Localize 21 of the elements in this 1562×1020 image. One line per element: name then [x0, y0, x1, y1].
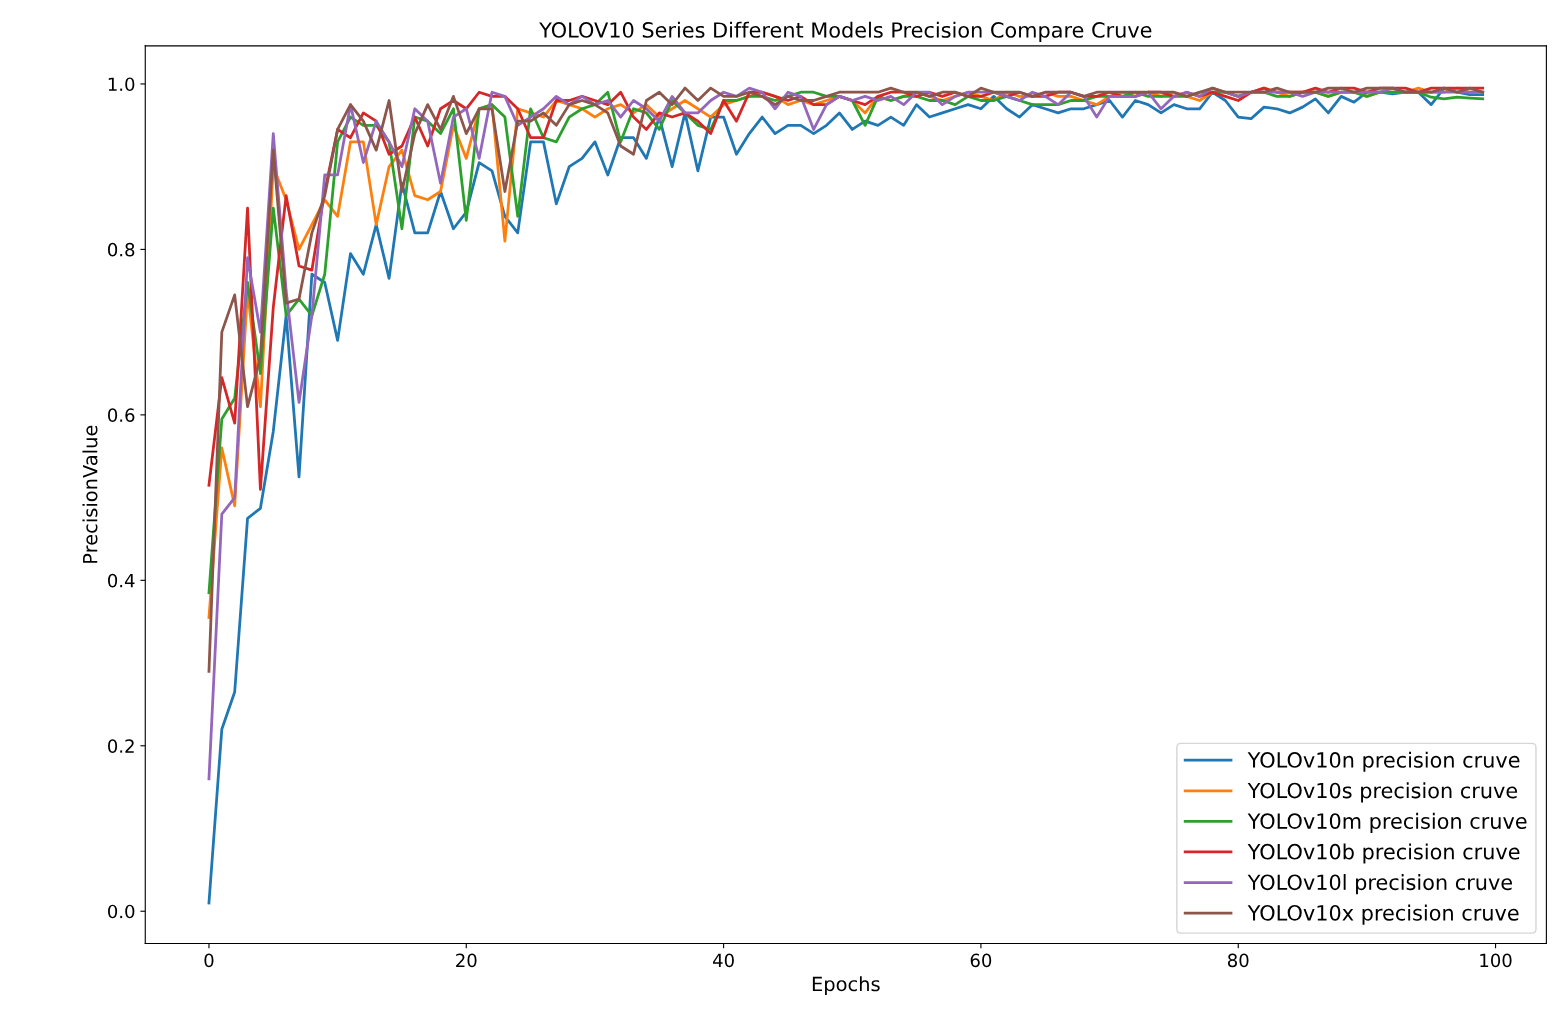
legend-label: YOLOv10x precision cruve: [1247, 904, 1519, 925]
x-tick-label: 40: [712, 953, 734, 968]
x-tick-label: 60: [970, 953, 992, 968]
legend-label: YOLOv10n precision cruve: [1247, 751, 1520, 772]
y-tick-label: 0.8: [108, 242, 135, 257]
y-tick-label: 0.4: [108, 573, 135, 588]
x-axis-title: Epochs: [812, 976, 880, 996]
y-tick-label: 0.6: [108, 408, 135, 422]
chart-title: YOLOV10 Series Different Models Precision Compare Cruve: [539, 21, 1152, 42]
legend-label: YOLOv10s precision cruve: [1247, 782, 1518, 803]
legend-label: YOLOv10l precision cruve: [1247, 874, 1513, 895]
y-tick-label: 0.0: [108, 904, 135, 919]
legend-label: YOLOv10m precision cruve: [1247, 812, 1527, 834]
y-tick-label: 0.2: [108, 739, 134, 753]
x-tick-label: 20: [456, 953, 477, 968]
legend-label: YOLOv10b precision cruve: [1247, 843, 1520, 864]
y-axis-title: PrecisionValue: [82, 425, 98, 563]
x-tick-label: 80: [1227, 953, 1249, 968]
x-tick-label: 0: [204, 953, 214, 968]
y-tick-label: 1.0: [108, 77, 135, 92]
x-tick-label: 100: [1480, 953, 1512, 968]
